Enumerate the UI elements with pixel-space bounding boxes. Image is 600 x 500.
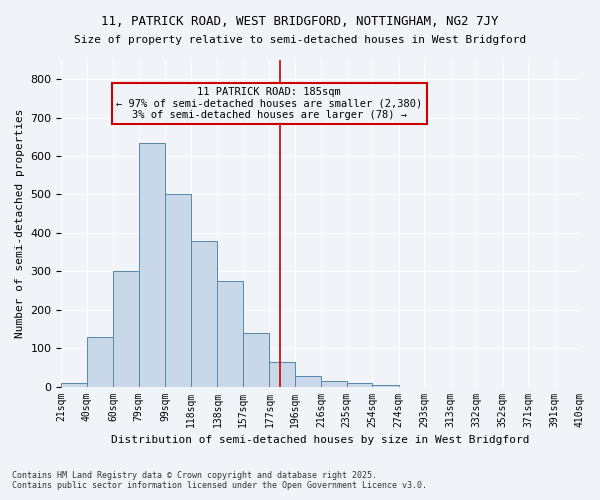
Bar <box>191 240 217 386</box>
X-axis label: Distribution of semi-detached houses by size in West Bridgford: Distribution of semi-detached houses by … <box>112 435 530 445</box>
Bar <box>295 376 322 386</box>
Text: Size of property relative to semi-detached houses in West Bridgford: Size of property relative to semi-detach… <box>74 35 526 45</box>
Bar <box>269 362 295 386</box>
Bar <box>372 384 398 386</box>
Bar <box>322 381 347 386</box>
Bar <box>243 333 269 386</box>
Text: Contains HM Land Registry data © Crown copyright and database right 2025.
Contai: Contains HM Land Registry data © Crown c… <box>12 470 427 490</box>
Bar <box>166 194 191 386</box>
Bar <box>61 382 87 386</box>
Y-axis label: Number of semi-detached properties: Number of semi-detached properties <box>15 108 25 338</box>
Bar <box>139 142 166 386</box>
Text: 11 PATRICK ROAD: 185sqm
← 97% of semi-detached houses are smaller (2,380)
3% of : 11 PATRICK ROAD: 185sqm ← 97% of semi-de… <box>116 87 422 120</box>
Bar <box>113 272 139 386</box>
Bar <box>217 281 243 386</box>
Bar <box>347 384 372 386</box>
Text: 11, PATRICK ROAD, WEST BRIDGFORD, NOTTINGHAM, NG2 7JY: 11, PATRICK ROAD, WEST BRIDGFORD, NOTTIN… <box>101 15 499 28</box>
Bar <box>87 336 113 386</box>
